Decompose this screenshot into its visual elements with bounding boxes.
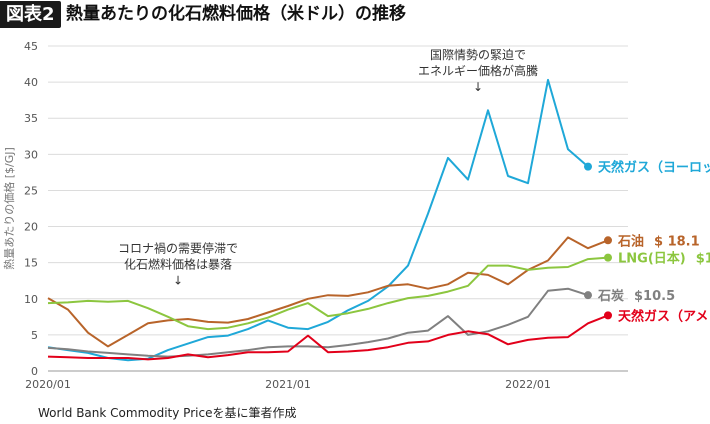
series-group [47,78,612,362]
y-tick-label: 35 [24,112,38,125]
chart-title: 熱量あたりの化石燃料価格（米ドル）の推移 [66,4,406,24]
x-tick-label: 2021/01 [265,378,311,391]
annotation-text: エネルギー価格が高騰 [418,63,538,78]
source-note: World Bank Commodity Priceを基に筆者作成 [38,406,297,420]
series-end-point [604,253,612,262]
y-tick-label: 30 [24,148,38,161]
line-chart: 0 5 10 15 20 25 30 35 40 45 2020/01 2021/01 2022/01… [2,40,710,391]
series-line [47,287,589,358]
y-tick-label: 10 [24,293,38,306]
annotation-text: 化石燃料価格は暴落 [124,257,232,272]
series-end-label: 石炭 $10.5 [597,288,675,304]
series-end-point [584,291,592,300]
annotation-text: コロナ禍の需要停滞で [118,241,238,256]
y-tick-label: 15 [24,257,38,270]
series-line [47,78,589,362]
title-bar: 図表2 熱量あたりの化石燃料価格（米ドル）の推移 [0,0,710,30]
y-axis-label-group: 熱量あたりの価格 [$/GJ] [2,147,16,270]
y-tick-label: 25 [24,184,38,197]
series-end-label: 天然ガス（ヨーロッパ）$28.3 [598,160,710,176]
figure-badge: 図表2 [0,1,61,28]
annotation-arrow: ↓ [173,274,183,288]
series-end-point [584,162,592,171]
y-tick-labels: 0 5 10 15 20 25 30 35 40 45 [24,40,38,378]
series-end-point [604,311,612,320]
series-end-label: 石油 $ 18.1 [617,233,700,249]
x-tick-label: 2020/01 [25,378,71,391]
series-end-point [604,236,612,245]
annotation-arrow: ↓ [473,80,483,94]
series-end-label: LNG(日本)$15.7 [618,251,710,267]
y-tick-label: 45 [24,40,38,53]
y-axis-label: 熱量あたりの価格 [$/GJ] [2,147,16,270]
y-tick-label: 40 [24,76,38,89]
annotation-text: 国際情勢の緊迫で [430,47,526,62]
x-tick-labels: 2020/01 2021/01 2022/01 [25,378,551,391]
series-line [47,236,609,348]
y-tick-label: 0 [31,365,38,378]
x-tick-label: 2022/01 [505,378,551,391]
series-end-label: 天然ガス（アメリカ）$7.7 [618,308,710,324]
series-line [47,256,609,331]
y-tick-label: 20 [24,221,38,234]
y-tick-label: 5 [31,329,38,342]
grid-lines [48,45,628,372]
end-labels: 天然ガス（ヨーロッパ）$28.3 石油$ 18.1 LNG(日本)$15.7 石炭$1… [597,160,710,325]
series-line [47,314,609,361]
